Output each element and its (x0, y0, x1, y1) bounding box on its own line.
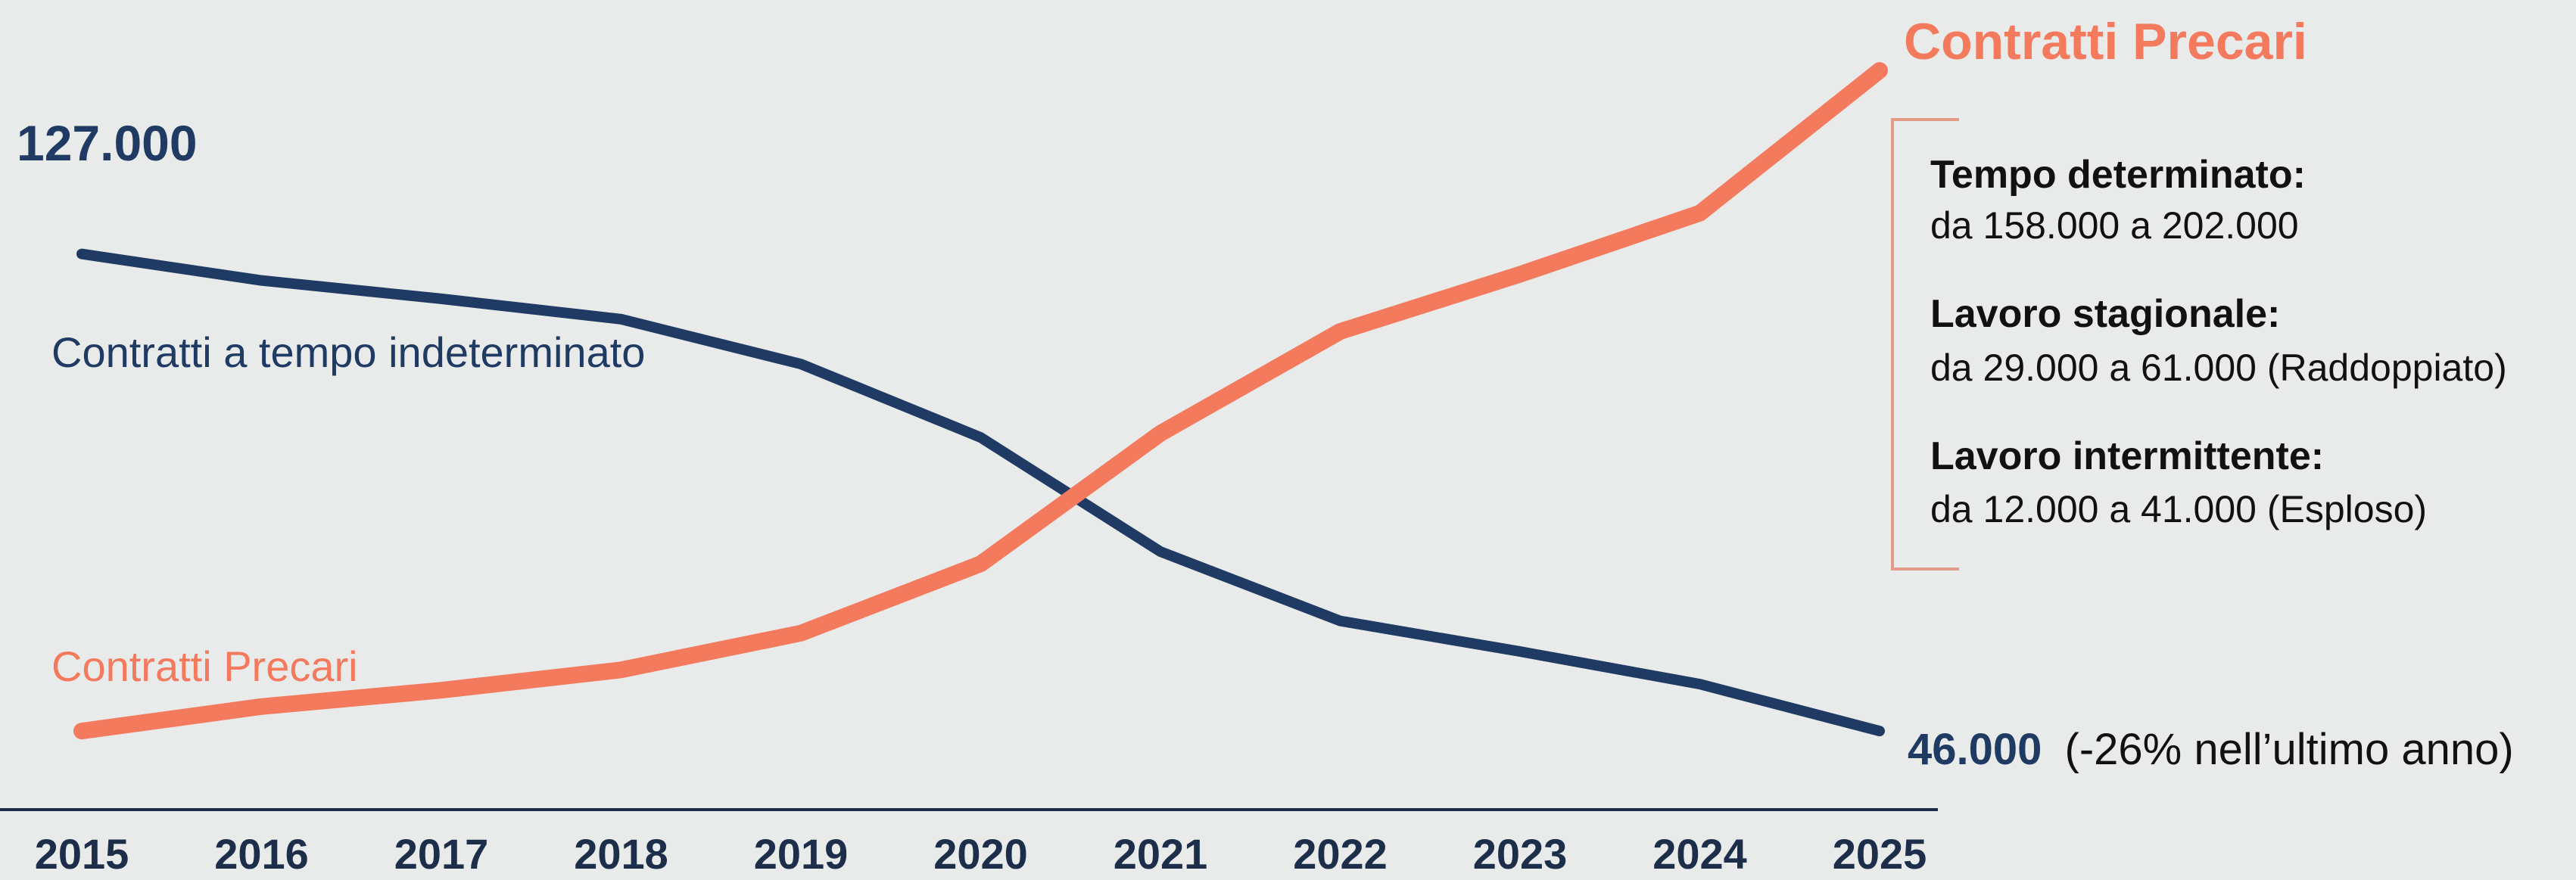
x-tick-label: 2016 (214, 830, 309, 878)
info-text-tempo-determinato: da 158.000 a 202.000 (1930, 204, 2299, 247)
info-title-lavoro-stagionale: Lavoro stagionale: (1930, 292, 2280, 336)
x-tick-label: 2020 (933, 830, 1028, 878)
precari-title-label: Contratti Precari (1904, 13, 2307, 70)
x-tick-label: 2023 (1473, 830, 1568, 878)
x-tick-label: 2017 (394, 830, 489, 878)
x-tick-label: 2018 (574, 830, 668, 878)
info-text-lavoro-intermittente: da 12.000 a 41.000 (Esploso) (1930, 488, 2427, 530)
info-title-tempo-determinato: Tempo determinato: (1930, 153, 2306, 197)
x-axis-ticks: 2015 2016 2017 2018 2019 2020 2021 2022 2023 2024… (35, 830, 1927, 878)
series-line-indeterminato (76, 248, 1885, 737)
x-tick-label: 2019 (754, 830, 849, 878)
start-value-label: 127.000 (17, 115, 198, 171)
end-note: (-26% nell’ultimo anno) (2065, 725, 2514, 774)
end-value: 46.000 (1908, 725, 2042, 774)
indeterminato-series-label: Contratti a tempo indeterminato (51, 328, 645, 376)
x-tick-label: 2021 (1114, 830, 1208, 878)
x-tick-label: 2025 (1833, 830, 1927, 878)
x-tick-label: 2022 (1293, 830, 1388, 878)
info-box: Tempo determinato: da 158.000 a 202.000 … (1891, 118, 2507, 571)
info-text-lavoro-stagionale: da 29.000 a 61.000 (Raddoppiato) (1930, 347, 2507, 389)
precari-series-label: Contratti Precari (51, 642, 358, 690)
info-title-lavoro-intermittente: Lavoro intermittente: (1930, 434, 2324, 478)
info-bracket (1891, 118, 1959, 571)
end-value-label: 46.000 (-26% nell’ultimo anno) (1908, 725, 2514, 774)
x-tick-label: 2024 (1652, 830, 1747, 878)
series-lines (73, 62, 1888, 740)
series-line-precari (73, 62, 1888, 740)
x-tick-label: 2015 (35, 830, 129, 878)
